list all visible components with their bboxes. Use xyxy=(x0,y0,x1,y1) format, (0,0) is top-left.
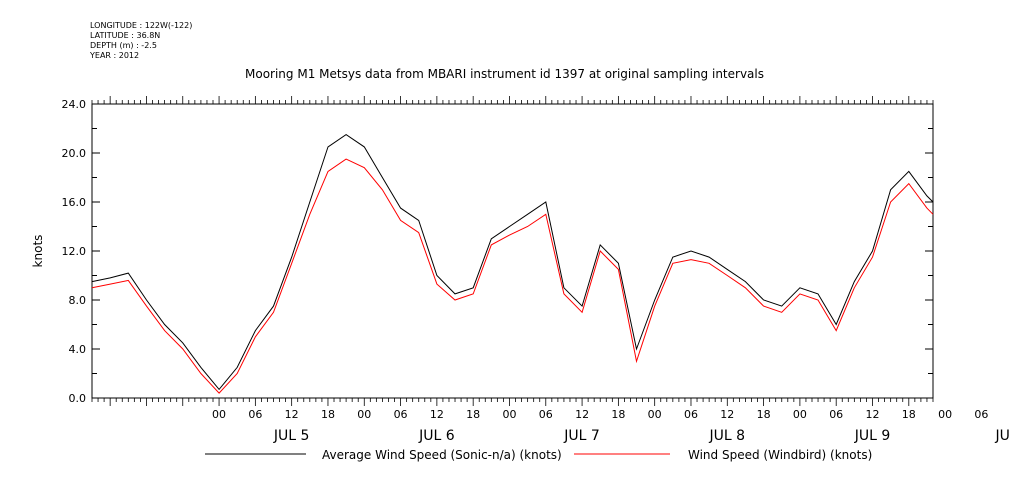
x-hour-label: 06 xyxy=(394,408,408,421)
metadata-block: LONGITUDE : 122W(-122) LATITUDE : 36.8N … xyxy=(90,21,192,61)
x-day-label: JUL 6 xyxy=(418,428,455,444)
x-day-label: JUL 10 xyxy=(994,428,1009,444)
x-hour-label: 00 xyxy=(938,408,952,421)
x-day-label: JUL 8 xyxy=(709,428,746,444)
x-hour-label: 06 xyxy=(829,408,843,421)
y-tick-label: 24.0 xyxy=(62,98,87,111)
y-tick-label: 0.0 xyxy=(69,392,87,405)
x-hour-label: 18 xyxy=(757,408,771,421)
y-tick-label: 20.0 xyxy=(62,147,87,160)
y-axis-label: knots xyxy=(31,235,45,268)
x-hour-label: 06 xyxy=(539,408,553,421)
x-hour-label: 06 xyxy=(248,408,262,421)
year-label: YEAR : 2012 xyxy=(90,51,140,60)
x-hour-label: 06 xyxy=(684,408,698,421)
longitude-label: LONGITUDE : 122W(-122) xyxy=(90,21,193,30)
x-hour-label: 18 xyxy=(902,408,916,421)
x-hour-label: 12 xyxy=(720,408,734,421)
y-tick-label: 12.0 xyxy=(62,245,87,258)
legend-label-windbird: Wind Speed (Windbird) (knots) xyxy=(688,448,872,462)
x-hour-label: 00 xyxy=(357,408,371,421)
series-line-windbird xyxy=(91,158,934,394)
x-hour-label: 12 xyxy=(285,408,299,421)
x-hour-label: 12 xyxy=(865,408,879,421)
latitude-label: LATITUDE : 36.8N xyxy=(90,31,161,40)
x-hour-label: 18 xyxy=(466,408,480,421)
x-hour-label: 00 xyxy=(502,408,516,421)
y-tick-label: 4.0 xyxy=(69,343,87,356)
x-hour-label: 00 xyxy=(212,408,226,421)
x-day-label: JUL 5 xyxy=(273,428,310,444)
series-line-sonic xyxy=(91,133,934,391)
chart-title: Mooring M1 Metsys data from MBARI instru… xyxy=(245,67,764,81)
x-hour-label: 12 xyxy=(430,408,444,421)
x-hour-label: 18 xyxy=(321,408,335,421)
y-tick-label: 8.0 xyxy=(69,294,87,307)
x-hour-label: 06 xyxy=(974,408,988,421)
x-day-label: JUL 7 xyxy=(563,428,600,444)
plot-frame xyxy=(91,103,934,399)
x-hour-label: 00 xyxy=(793,408,807,421)
depth-label: DEPTH (m) : -2.5 xyxy=(90,41,157,50)
x-day-label: JUL 9 xyxy=(854,428,891,444)
x-hour-label: 12 xyxy=(575,408,589,421)
x-hour-label: 00 xyxy=(648,408,662,421)
y-tick-label: 16.0 xyxy=(62,196,87,209)
x-hour-label: 18 xyxy=(611,408,625,421)
legend-label-sonic: Average Wind Speed (Sonic-n/a) (knots) xyxy=(322,448,562,462)
